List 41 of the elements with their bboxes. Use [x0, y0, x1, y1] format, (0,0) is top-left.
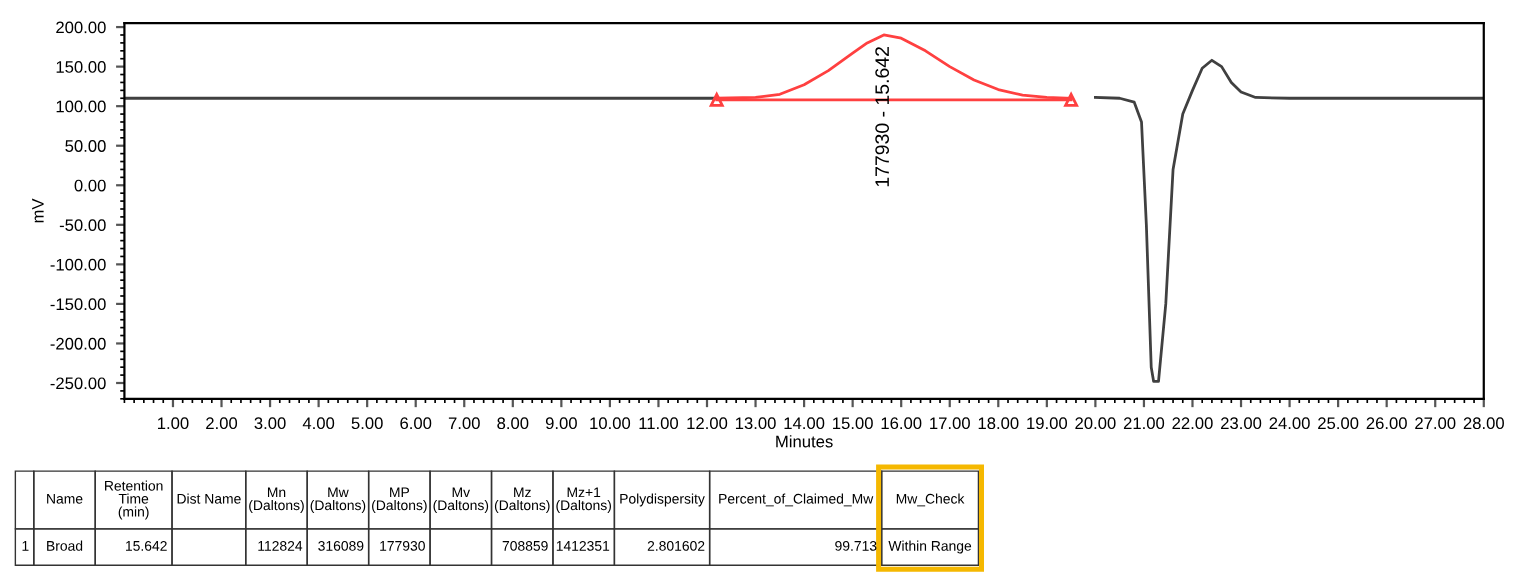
y-tick-label: -250.00 [50, 377, 106, 390]
x-tick-label: 9.00 [545, 417, 577, 430]
y-tick-label: 200.00 [56, 21, 106, 34]
x-tick-label: 16.00 [881, 417, 922, 430]
x-tick-label: 8.00 [497, 417, 529, 430]
x-tick-label: 10.00 [590, 417, 631, 430]
x-tick-label: 2.00 [206, 417, 238, 430]
x-tick-label: 25.00 [1318, 417, 1359, 430]
x-tick-label: 7.00 [448, 417, 480, 430]
x-tick-label: 13.00 [735, 417, 776, 430]
x-tick-label: 26.00 [1366, 417, 1407, 430]
x-tick-label: 14.00 [784, 417, 825, 430]
x-tick-label: 15.00 [833, 417, 873, 430]
x-tick-label: 22.00 [1172, 417, 1213, 430]
x-tick-label: 3.00 [254, 417, 286, 430]
y-tick-label: 50.00 [65, 140, 106, 152]
x-tick-label: 4.00 [302, 417, 335, 430]
x-tick-label: 19.00 [1027, 417, 1068, 430]
y-tick-label: 100.00 [56, 100, 106, 113]
x-tick-label: 27.00 [1415, 417, 1456, 430]
y-tick-label: -100.00 [50, 258, 106, 271]
x-tick-label: 20.00 [1075, 417, 1116, 430]
x-tick-label: 11.00 [639, 417, 679, 430]
x-tick-label: 12.00 [687, 417, 728, 430]
x-tick-label: 1.00 [158, 417, 189, 430]
x-tick-label: 21.00 [1123, 417, 1165, 430]
x-axis-title: Minutes [776, 435, 833, 448]
y-tick-label: -200.00 [50, 337, 106, 350]
x-tick-label: 6.00 [400, 417, 432, 430]
x-tick-label: 17.00 [930, 417, 970, 430]
x-tick-label: 18.00 [978, 417, 1019, 430]
y-tick-label: 150.00 [56, 61, 106, 73]
annotation: 177930 - 15.642 [875, 47, 890, 187]
x-tick-label: 28.00 [1463, 417, 1504, 430]
y-axis-title: mV [32, 198, 44, 223]
x-tick-label: 24.00 [1269, 417, 1310, 430]
y-tick-label: 0.00 [74, 179, 106, 192]
x-tick-label: 23.00 [1221, 417, 1262, 430]
x-tick-label: 5.00 [351, 417, 383, 430]
y-tick-label: -150.00 [50, 298, 106, 311]
y-tick-label: -50.00 [59, 219, 106, 232]
